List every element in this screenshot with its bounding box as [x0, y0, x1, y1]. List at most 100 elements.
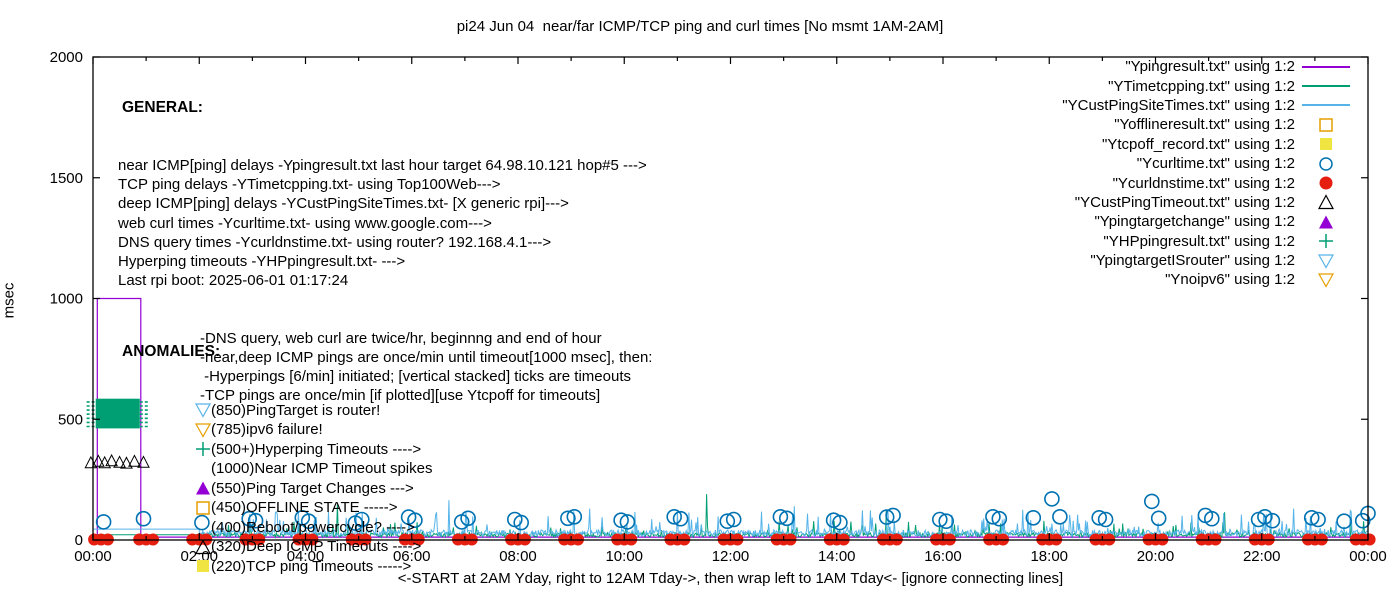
anomaly-text: (500+)Hyperping Timeouts ---->	[211, 440, 422, 458]
anomaly-text: (1000)Near ICMP Timeout spikes	[211, 460, 433, 477]
legend-line-sample	[1302, 104, 1350, 107]
series-deep-icmp	[93, 500, 1369, 538]
legend-label: "Yofflineresult.txt" using 1:2	[1114, 116, 1295, 134]
anomaly-text: (220)TCP ping Timeouts ----->	[211, 557, 412, 575]
legend-label: "YCustPingSiteTimes.txt" using 1:2	[1062, 96, 1295, 114]
legend-line-sample	[1302, 85, 1350, 88]
legend-entry: "Ytcpoff_record.txt" using 1:2	[945, 135, 1357, 154]
x-tick-label: 04:00	[287, 548, 325, 565]
triangle-up-filled-icon	[193, 480, 211, 496]
triangle-down-open-icon	[193, 422, 211, 438]
triangle-down-open-icon	[1295, 272, 1357, 288]
legend-line-sample	[1302, 65, 1350, 68]
anomaly-items: (850)PingTarget is router! (785)ipv6 fail…	[118, 401, 432, 577]
x-tick-label: 16:00	[924, 548, 962, 565]
anomaly-item: (785)ipv6 failure!	[193, 420, 432, 440]
x-tick-label: 22:00	[1243, 548, 1281, 565]
triangle-down-open-icon	[1317, 273, 1335, 288]
triangle-up-filled-icon	[1295, 214, 1357, 230]
plus-icon	[1319, 234, 1333, 249]
legend-label: "YTimetcpping.txt" using 1:2	[1108, 77, 1295, 95]
general-info-block: GENERAL: near ICMP[ping] delays -Ypingre…	[118, 60, 652, 425]
square-open-icon	[1319, 118, 1333, 132]
general-line: deep ICMP[ping] delays -YCustPingSiteTim…	[118, 195, 569, 213]
anomaly-item: (450)OFFLINE STATE ----->	[193, 498, 432, 518]
anomaly-item: (550)Ping Target Changes --->	[193, 479, 432, 499]
x-tick-label: 12:00	[712, 548, 750, 565]
line-icon	[1295, 97, 1357, 113]
general-note-line: -Hyperpings [6/min] initiated; [vertical…	[200, 368, 632, 386]
square-open-icon	[196, 501, 210, 515]
y-tick-label: 1000	[50, 291, 83, 308]
no-icon	[193, 461, 211, 477]
legend-entry: "Ycurltime.txt" using 1:2	[945, 154, 1357, 173]
legend-entry: "Ypingresult.txt" using 1:2	[945, 57, 1357, 76]
legend-entry: "YCustPingTimeout.txt" using 1:2	[945, 193, 1357, 212]
series-hyperping-timeouts	[86, 398, 150, 429]
legend-label: "Ytcpoff_record.txt" using 1:2	[1102, 135, 1295, 153]
legend-entry: "YTimetcpping.txt" using 1:2	[945, 76, 1357, 95]
legend-label: "Ycurldnstime.txt" using 1:2	[1112, 174, 1295, 192]
anomaly-item: (500+)Hyperping Timeouts ---->	[193, 440, 432, 460]
square-filled-icon	[1295, 136, 1357, 152]
no-icon	[193, 519, 211, 535]
series-web-curl	[95, 491, 1376, 531]
y-tick-label: 500	[58, 411, 83, 428]
general-line: TCP ping delays -YTimetcpping.txt- using…	[118, 176, 501, 194]
legend-entry: "Ycurldnstime.txt" using 1:2	[945, 173, 1357, 192]
legend-label: "Ycurltime.txt" using 1:2	[1136, 155, 1295, 173]
anomalies-block: ANOMALIES: (850)PingTarget is router! (78…	[118, 303, 432, 596]
general-lines: near ICMP[ping] delays -Ypingresult.txt …	[118, 156, 652, 290]
x-axis-label: <-START at 2AM Yday, right to 12AM Tday-…	[397, 570, 1064, 587]
legend-entry: "YHPpingresult.txt" using 1:2	[945, 232, 1357, 251]
triangle-up-filled-icon	[196, 481, 210, 495]
triangle-down-open-icon	[1317, 253, 1335, 269]
legend-label: "Ypingtargetchange" using 1:2	[1094, 213, 1295, 231]
legend-entry: "Ynoipv6" using 1:2	[945, 270, 1357, 289]
triangle-up-open-icon	[193, 538, 211, 555]
legend: "Ypingresult.txt" using 1:2 "YTimetcpping…	[945, 57, 1357, 290]
general-notes: -DNS query, web curl are twice/hr, begin…	[118, 329, 652, 406]
general-note-line: -DNS query, web curl are twice/hr, begin…	[200, 329, 602, 347]
x-tick-label: 06:00	[393, 548, 431, 565]
legend-label: "YpingtargetISrouter" using 1:2	[1090, 252, 1295, 270]
triangle-up-filled-icon	[1319, 215, 1333, 229]
square-filled-icon	[197, 560, 209, 573]
legend-label: "Ynoipv6" using 1:2	[1165, 271, 1295, 289]
anomaly-text: (320)Deep ICMP Timeouts ---->	[211, 538, 422, 555]
general-line: DNS query times -Ycurldnstime.txt- using…	[118, 233, 552, 251]
general-note-line: -near,deep ICMP pings are once/min until…	[200, 349, 653, 367]
general-note-line: -TCP pings are once/min [if plotted][use…	[200, 387, 601, 405]
anomaly-text: (450)OFFLINE STATE ----->	[211, 499, 398, 516]
circle-filled-icon	[1295, 175, 1357, 191]
anomaly-item: (850)PingTarget is router!	[193, 401, 432, 421]
legend-entry: "YCustPingSiteTimes.txt" using 1:2	[945, 96, 1357, 115]
axes: 00:00 02:00 04:00 06:00 08:00 10:00 12:00 14:00…	[50, 49, 1387, 565]
x-tick-label: 00:00	[74, 548, 112, 565]
line-icon	[1295, 78, 1357, 94]
y-tick-label: 1500	[50, 170, 83, 187]
plus-icon	[193, 441, 211, 457]
circle-open-icon	[1319, 156, 1333, 171]
legend-entry: "Yofflineresult.txt" using 1:2	[945, 115, 1357, 134]
general-line: Hyperping timeouts -YHPpingresult.txt- -…	[118, 253, 406, 271]
plus-icon	[1295, 233, 1357, 249]
x-tick-label: 18:00	[1030, 548, 1068, 565]
anomaly-text: (550)Ping Target Changes --->	[211, 479, 414, 497]
anomaly-item: (400)Reboot/powercycle? ---->	[193, 518, 432, 538]
anomaly-text: (785)ipv6 failure!	[211, 421, 323, 438]
anomaly-text: (850)PingTarget is router!	[211, 401, 381, 419]
series-deep-icmp-timeouts	[84, 453, 150, 469]
y-tick-label: 0	[75, 532, 83, 549]
legend-label: "YHPpingresult.txt" using 1:2	[1103, 232, 1295, 250]
square-open-icon	[193, 500, 211, 516]
triangle-up-open-icon	[1295, 194, 1357, 210]
square-open-icon	[1295, 117, 1357, 133]
triangle-down-open-icon	[194, 403, 211, 418]
x-tick-label: 10:00	[605, 548, 643, 565]
anomaly-item: (1000)Near ICMP Timeout spikes	[193, 459, 432, 479]
anomaly-item: (320)Deep ICMP Timeouts ---->	[193, 537, 432, 557]
circle-filled-icon	[1319, 176, 1333, 190]
chart-title: pi24 Jun 04 near/far ICMP/TCP ping and c…	[456, 18, 944, 35]
legend-label: "Ypingresult.txt" using 1:2	[1125, 58, 1295, 76]
